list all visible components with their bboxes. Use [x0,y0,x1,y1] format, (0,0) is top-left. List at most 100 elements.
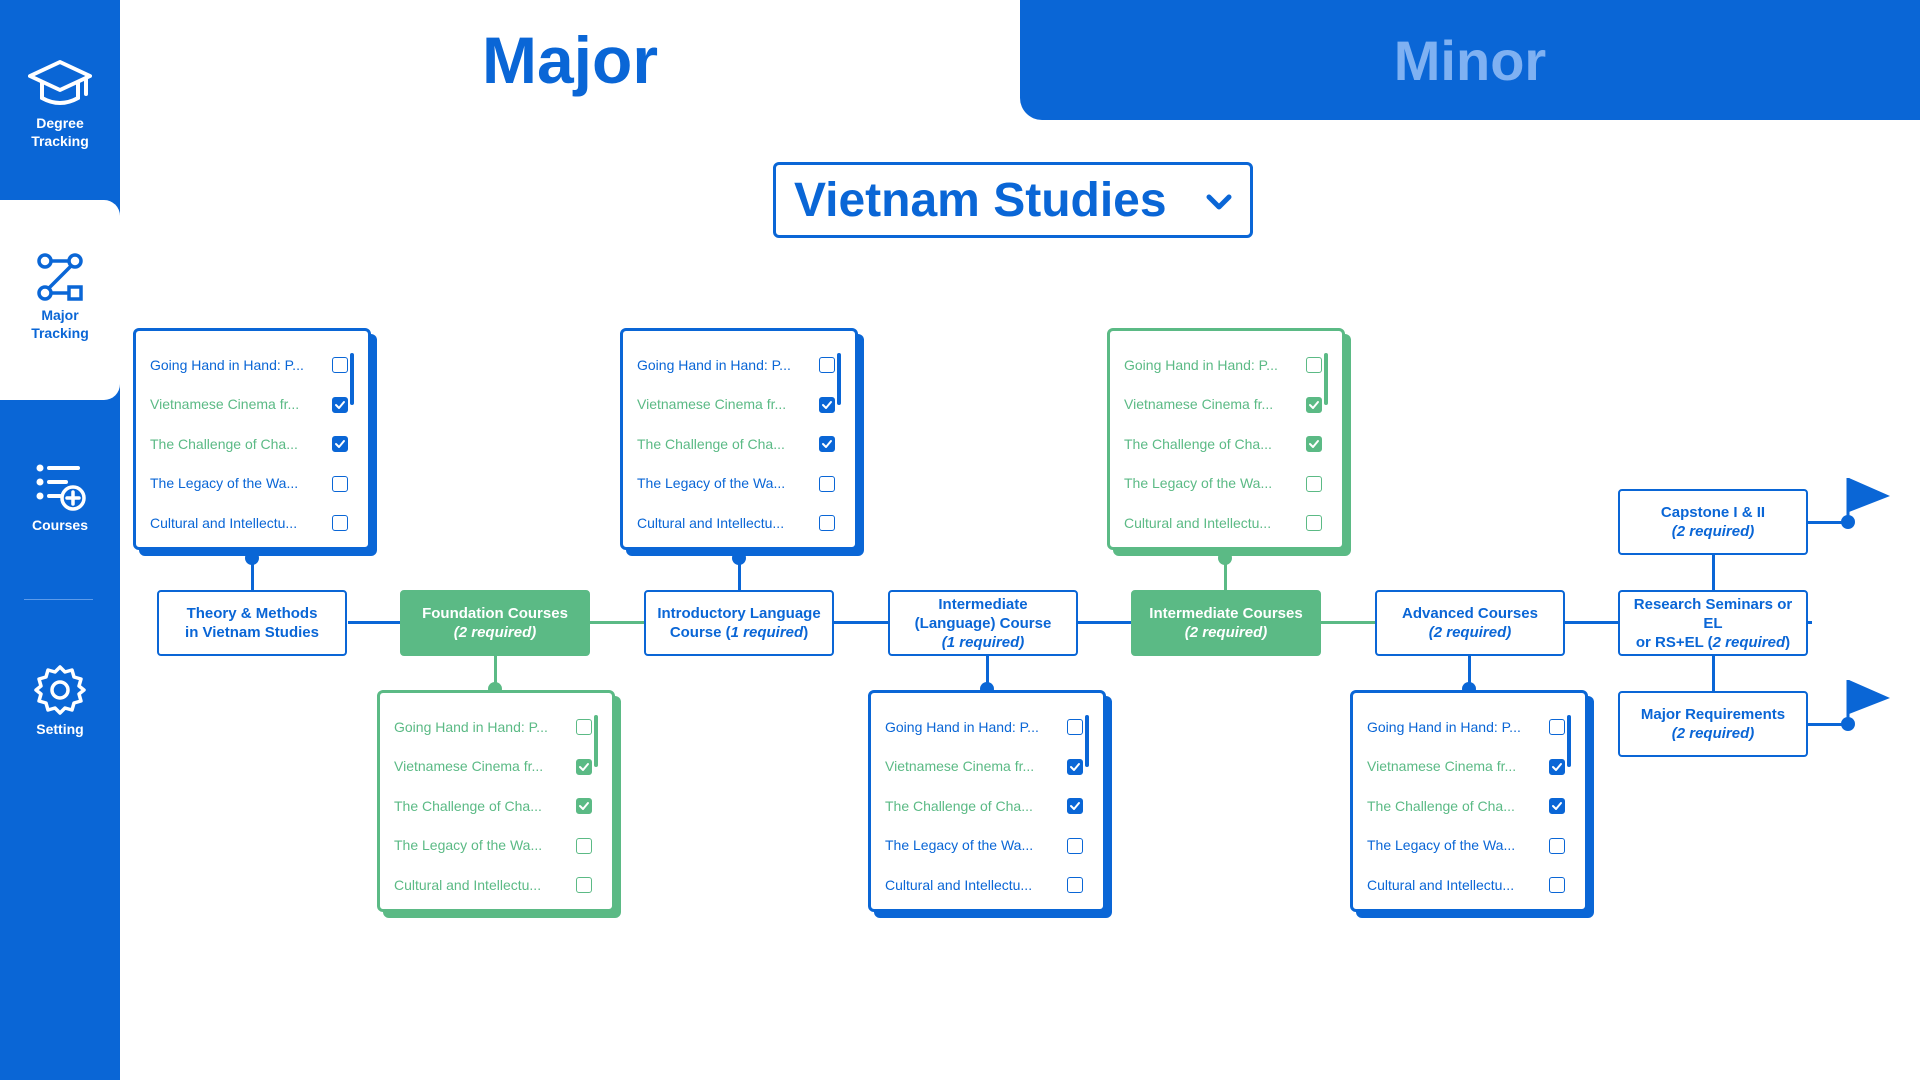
scrollbar[interactable] [1324,353,1328,405]
course-checkbox[interactable] [332,357,348,373]
nav-label: Major Tracking [31,307,89,341]
node-foundation-courses[interactable]: Foundation Courses (2 required) [400,590,590,656]
course-checkbox[interactable] [576,758,592,775]
connector-line [1224,556,1227,590]
course-name: The Challenge of Cha... [394,797,542,814]
course-item[interactable]: The Challenge of Cha... [394,786,612,826]
course-item[interactable]: Cultural and Intellectu... [394,865,612,905]
course-checkbox[interactable] [1549,798,1565,814]
node-major-requirements[interactable]: Major Requirements (2 required) [1618,691,1808,757]
nav-courses[interactable]: Courses [0,462,120,534]
node-introductory-language[interactable]: Introductory Language Course (1 required… [644,590,834,656]
checkmark-icon [335,400,345,409]
node-requirement: (2 required) [1671,523,1755,540]
node-research-seminars[interactable]: Research Seminars or EL or RS+EL (2 requ… [1618,590,1808,656]
course-checkbox[interactable] [576,837,592,854]
course-name: The Challenge of Cha... [1367,797,1515,814]
course-item[interactable]: The Challenge of Cha... [150,424,368,464]
node-advanced-courses[interactable]: Advanced Courses (2 required) [1375,590,1565,656]
connector-line [1712,553,1715,591]
course-checkbox[interactable] [819,396,835,413]
course-item[interactable]: Vietnamese Cinema fr... [1367,747,1585,787]
course-item[interactable]: The Challenge of Cha... [1367,786,1585,826]
course-item[interactable]: Going Hand in Hand: P... [885,707,1103,747]
course-checkbox[interactable] [1306,396,1322,413]
course-checkbox[interactable] [576,877,592,893]
course-item[interactable]: The Challenge of Cha... [1124,424,1342,464]
course-item[interactable]: Going Hand in Hand: P... [394,707,612,747]
nav-major-tracking[interactable]: Major Tracking [0,200,120,400]
course-item[interactable]: Cultural and Intellectu... [1367,865,1585,905]
course-item[interactable]: The Challenge of Cha... [637,424,855,464]
node-requirement: (2 required) [1671,725,1755,742]
course-checkbox[interactable] [1067,758,1083,775]
checkmark-icon [579,802,589,810]
tab-major[interactable]: Major [481,23,659,97]
node-capstone[interactable]: Capstone I & II (2 required) [1618,489,1808,555]
gear-icon [34,665,86,715]
course-item[interactable]: The Legacy of the Wa... [1124,464,1342,504]
course-item[interactable]: Cultural and Intellectu... [637,503,855,543]
connector-dot [732,551,746,565]
course-checkbox[interactable] [819,357,835,373]
connector-dot [245,551,259,565]
scrollbar[interactable] [1085,715,1089,767]
course-checkbox[interactable] [819,436,835,452]
course-item[interactable]: The Legacy of the Wa... [885,826,1103,866]
node-intermediate-courses[interactable]: Intermediate Courses (2 required) [1131,590,1321,656]
course-checkbox[interactable] [1067,877,1083,893]
course-item[interactable]: Going Hand in Hand: P... [150,345,368,385]
course-item[interactable]: The Legacy of the Wa... [394,826,612,866]
course-item[interactable]: Vietnamese Cinema fr... [394,747,612,787]
node-title: Course ( [669,624,731,641]
course-checkbox[interactable] [1306,436,1322,452]
course-name: Going Hand in Hand: P... [150,356,304,373]
course-name: The Challenge of Cha... [637,435,785,452]
nav-degree-tracking[interactable]: Degree Tracking [0,56,120,150]
course-checkbox[interactable] [1549,719,1565,735]
course-item[interactable]: Cultural and Intellectu... [885,865,1103,905]
course-item[interactable]: Cultural and Intellectu... [1124,503,1342,543]
course-name: Vietnamese Cinema fr... [1367,758,1517,775]
node-theory-methods[interactable]: Theory & Methods in Vietnam Studies [157,590,347,656]
course-checkbox[interactable] [1549,837,1565,854]
course-checkbox[interactable] [1306,515,1322,531]
course-checkbox[interactable] [1067,798,1083,814]
course-item[interactable]: Going Hand in Hand: P... [637,345,855,385]
scrollbar[interactable] [594,715,598,767]
course-item[interactable]: Vietnamese Cinema fr... [1124,385,1342,425]
course-checkbox[interactable] [1549,758,1565,775]
course-checkbox[interactable] [332,475,348,492]
course-card-inter-language: Going Hand in Hand: P... Vietnamese Cinem… [868,690,1106,912]
course-checkbox[interactable] [332,436,348,452]
course-item[interactable]: The Legacy of the Wa... [637,464,855,504]
course-item[interactable]: Vietnamese Cinema fr... [885,747,1103,787]
course-checkbox[interactable] [576,798,592,814]
scrollbar[interactable] [837,353,841,405]
course-item[interactable]: Going Hand in Hand: P... [1124,345,1342,385]
scrollbar[interactable] [350,353,354,405]
course-item[interactable]: Cultural and Intellectu... [150,503,368,543]
scrollbar[interactable] [1567,715,1571,767]
course-item[interactable]: The Challenge of Cha... [885,786,1103,826]
course-checkbox[interactable] [332,515,348,531]
course-name: Cultural and Intellectu... [394,876,542,893]
course-item[interactable]: Vietnamese Cinema fr... [637,385,855,425]
nav-setting[interactable]: Setting [0,664,120,738]
course-item[interactable]: Vietnamese Cinema fr... [150,385,368,425]
course-item[interactable]: Going Hand in Hand: P... [1367,707,1585,747]
course-item[interactable]: The Legacy of the Wa... [150,464,368,504]
course-checkbox[interactable] [1549,877,1565,893]
node-intermediate-language[interactable]: Intermediate (Language) Course (1 requir… [888,590,1078,656]
course-checkbox[interactable] [1067,719,1083,735]
tab-minor[interactable]: Minor [1020,0,1920,120]
course-checkbox[interactable] [1306,475,1322,492]
course-checkbox[interactable] [1067,837,1083,854]
course-checkbox[interactable] [819,515,835,531]
program-select[interactable]: Vietnam Studies [773,162,1253,238]
course-checkbox[interactable] [332,396,348,413]
course-checkbox[interactable] [1306,357,1322,373]
course-checkbox[interactable] [576,719,592,735]
course-checkbox[interactable] [819,475,835,492]
course-item[interactable]: The Legacy of the Wa... [1367,826,1585,866]
